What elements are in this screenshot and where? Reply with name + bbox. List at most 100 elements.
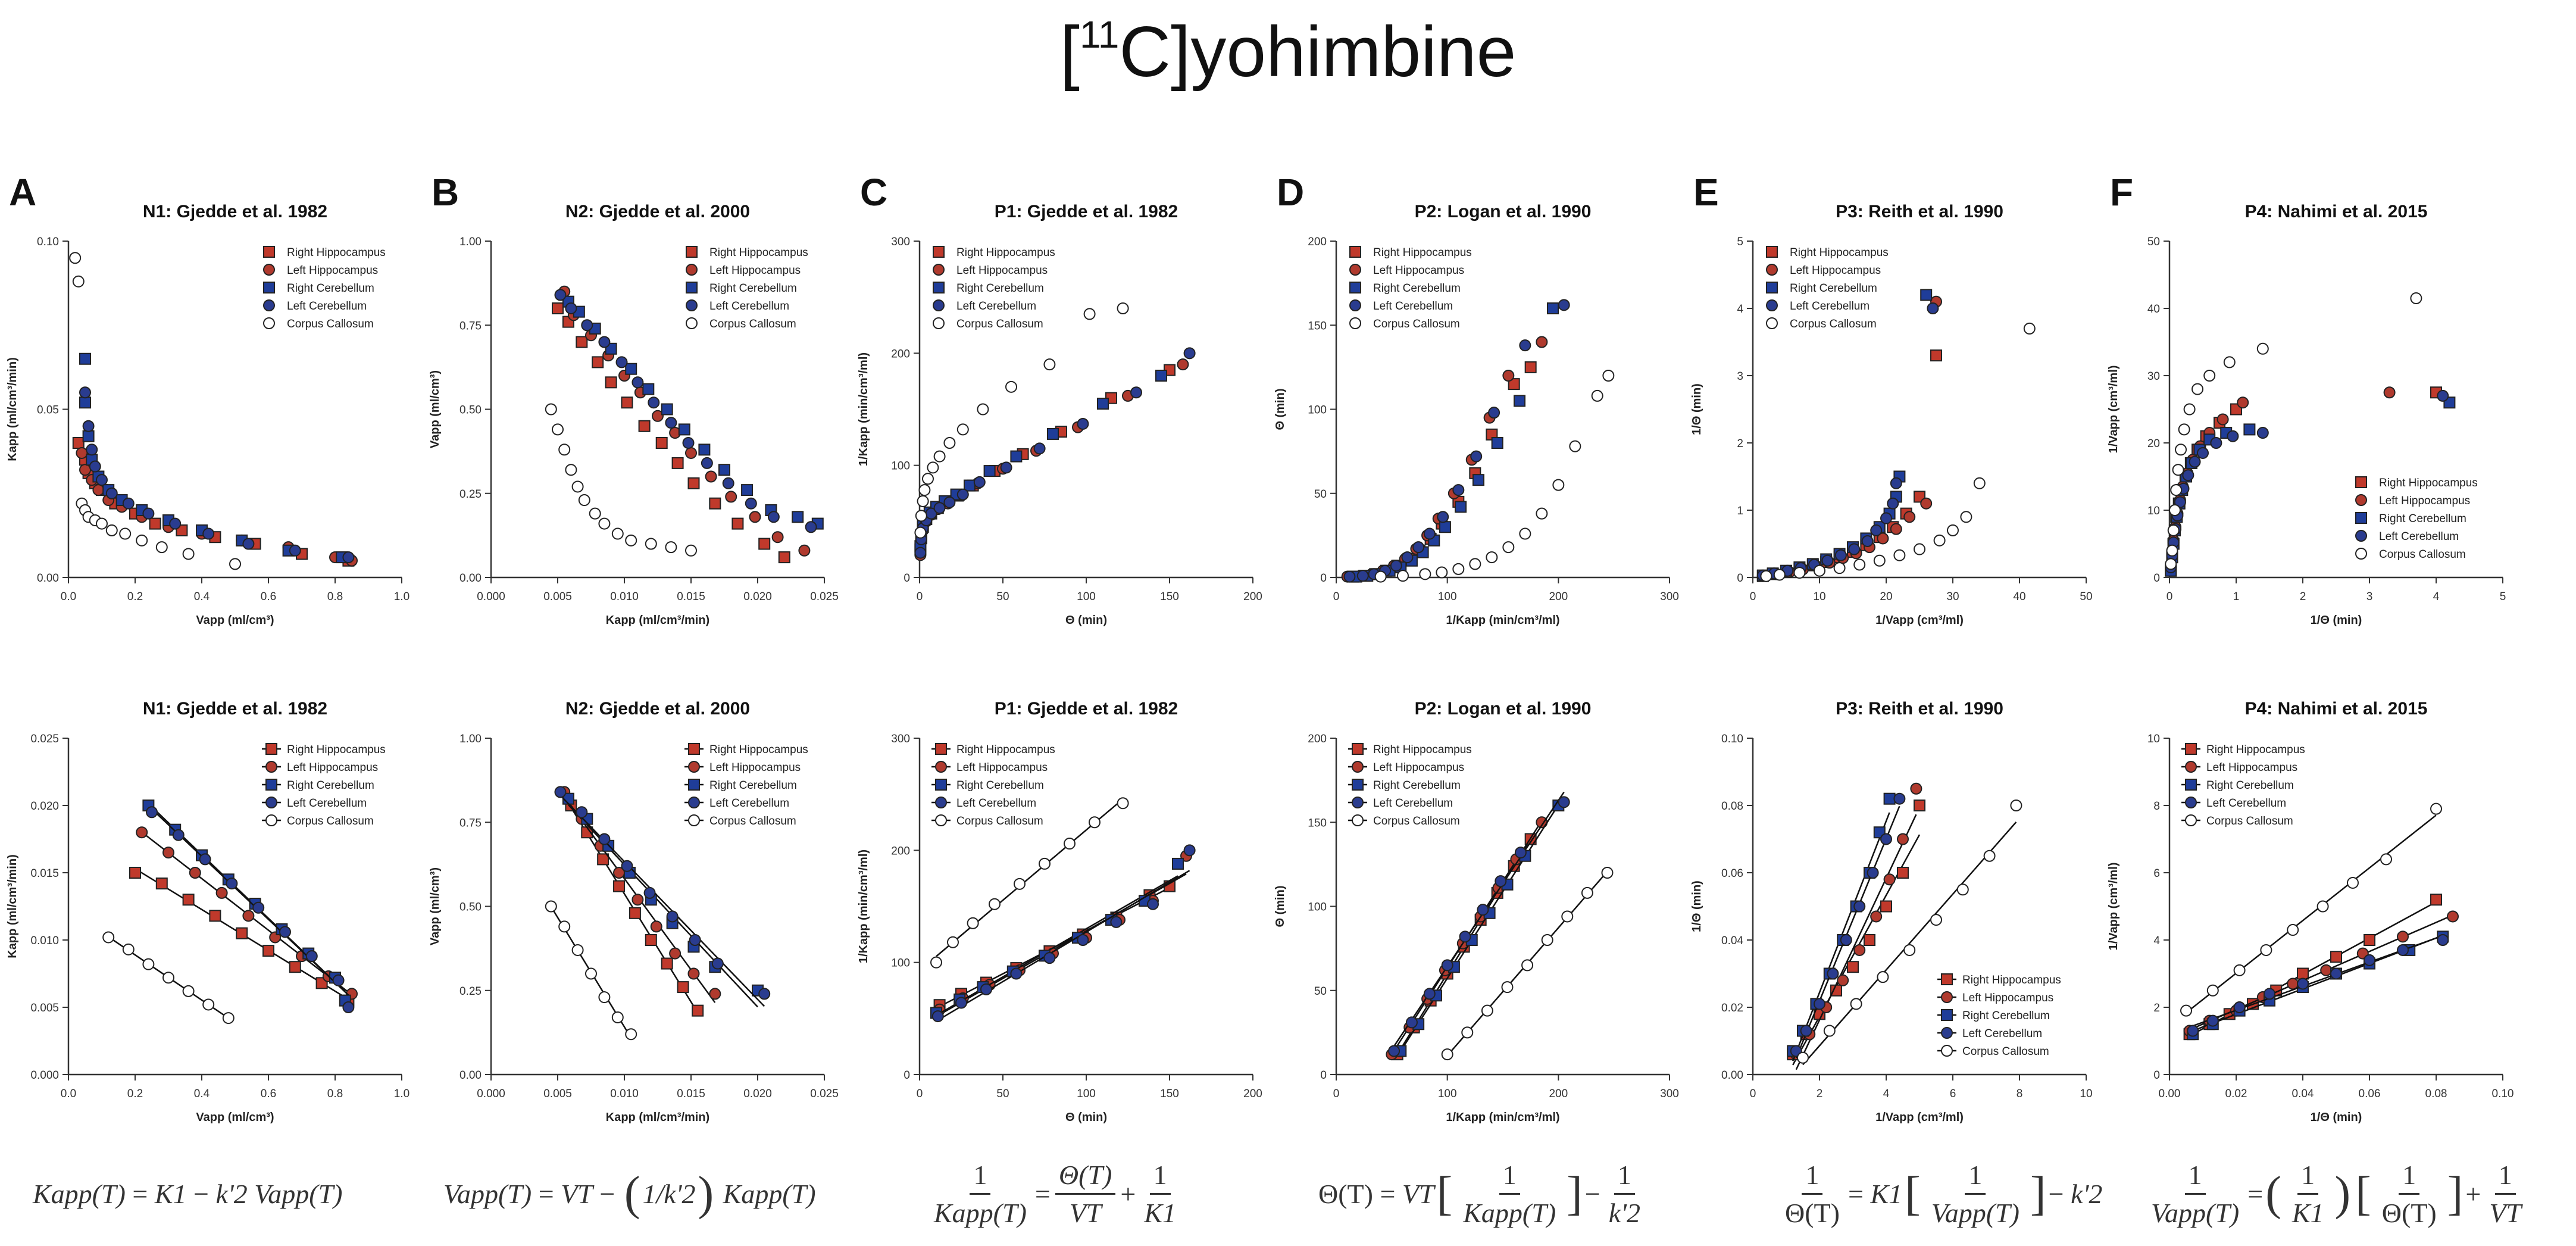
data-point [2447,910,2459,923]
chart-title: P3: Reith et al. 1990 [1836,699,2003,719]
data-point [1047,427,1059,440]
equation-f: 1 Vapp(T) =(1 K1)[1 Θ(T)] +1 VT [2151,1159,2522,1228]
legend-marker [265,779,277,791]
data-point [2180,1004,2192,1017]
data-point [615,356,628,369]
data-point [2260,944,2272,956]
data-point [1870,910,1883,923]
data-point [554,289,567,301]
x-tick-label: 100 [1438,1088,1457,1100]
y-tick-label: 5 [1737,236,1743,248]
legend-marker [1941,1045,1953,1057]
data-point [76,446,88,459]
data-point [1850,998,1862,1010]
data-point [1800,1025,1812,1037]
chart-title: P4: Nahimi et al. 2015 [2245,202,2428,221]
data-point [182,548,195,560]
data-point [771,531,784,544]
legend-label: Corpus Callosum [1373,318,1460,330]
data-point [554,786,567,798]
x-tick-label: 0.0 [61,591,76,603]
x-tick-label: 200 [1243,591,1262,603]
legend-label: Right Hippocampus [1790,246,1889,259]
legend-marker [686,299,698,311]
legend-marker [2185,779,2197,791]
data-point [2203,370,2216,382]
data-point [102,931,115,944]
y-tick-label: 40 [2147,303,2160,316]
chart-title: P3: Reith et al. 1990 [1836,202,2003,221]
data-point [947,936,959,948]
legend-label: Left Hippocampus [956,264,1048,277]
y-tick-label: 0 [2153,1069,2160,1082]
data-point [1469,558,1481,570]
data-point [2023,322,2036,335]
data-point [1960,511,1972,523]
legend-marker [1766,282,1778,293]
x-tick-label: 300 [1660,1088,1679,1100]
legend-marker [1941,973,1953,985]
data-point [638,420,651,432]
x-tick-label: 50 [996,591,1009,603]
data-point [1405,1016,1418,1029]
data-point [661,957,673,970]
data-point [571,944,584,956]
legend-label: Left Hippocampus [709,264,801,277]
data-point [1374,570,1387,583]
data-point [1561,910,1574,923]
data-point [1541,934,1553,946]
data-point [1412,541,1425,554]
x-tick-label: 5 [2500,591,2506,603]
legend-label: Right Cerebellum [2379,513,2466,525]
legend-marker [686,317,698,329]
data-point [1439,521,1451,533]
y-tick-label: 10 [2147,733,2160,745]
legend-label: Left Cerebellum [2206,797,2286,810]
data-point [711,957,724,970]
y-tick-label: 200 [891,845,910,857]
data-point [1914,800,1925,811]
data-point [1452,563,1465,575]
data-point [2165,558,2177,570]
legend-label: Left Cerebellum [956,797,1036,810]
data-point [2223,356,2236,369]
legend-marker [688,743,700,755]
figure-title: [11C]yohimbine [1060,12,1517,92]
data-point [1897,833,1909,845]
y-tick-label: 0.05 [37,404,59,417]
data-point [1514,847,1527,859]
data-point [105,524,118,536]
data-point [1760,570,1772,582]
chart-title: P2: Logan et al. 1990 [1415,699,1592,719]
y-tick-label: 0.50 [459,404,482,417]
data-point [1893,549,1906,561]
equation-d: Θ(T) = VT[1 Kapp(T)] −1 k'2 [1318,1159,1641,1228]
fit-line [151,808,349,996]
legend-marker [935,761,947,773]
data-point [956,488,969,501]
data-point [598,833,611,845]
data-point [1870,524,1883,536]
data-point [305,950,318,963]
x-tick-label: 200 [1243,1088,1262,1100]
data-point [1356,570,1369,582]
data-point [933,450,946,463]
data-point [964,479,976,492]
data-point [79,464,91,476]
legend-marker [1766,299,1778,311]
data-point [289,961,301,973]
data-point [1853,900,1866,913]
data-point [1883,873,1896,886]
chart-title: P1: Gjedde et al. 1982 [995,699,1178,719]
data-point [1010,967,1023,980]
y-axis-label: 1/Θ (min) [1690,383,1703,435]
data-point [967,917,979,929]
data-point [1773,569,1786,581]
data-point [552,423,564,436]
y-tick-label: 0.04 [1721,935,1743,947]
legend-marker [1352,779,1364,791]
legend-label: Right Hippocampus [1373,744,1472,756]
data-point [2237,396,2249,409]
data-point [665,417,677,429]
data-point [592,356,604,369]
